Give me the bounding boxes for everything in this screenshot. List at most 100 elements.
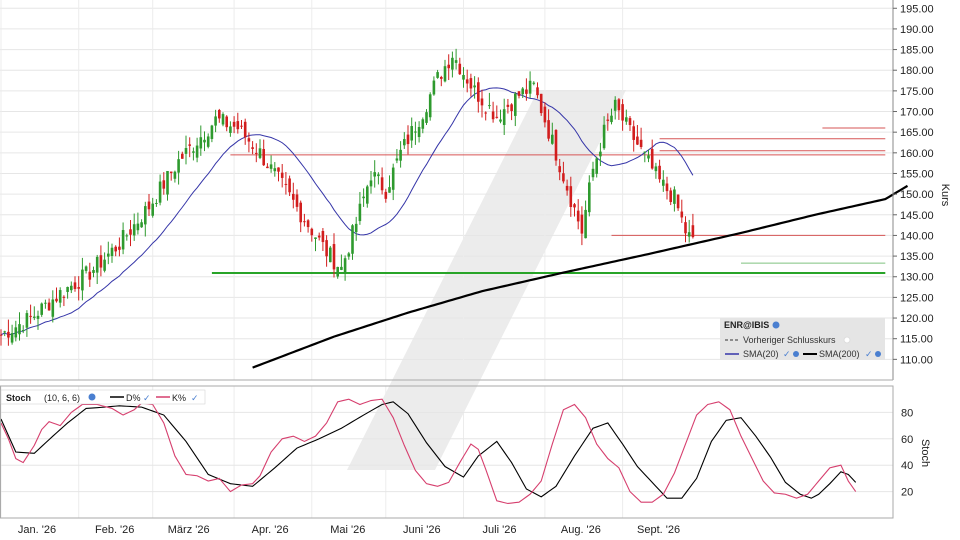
candle-down: [181, 153, 184, 159]
price-tick-label: 165.00: [900, 127, 934, 139]
candle-up: [584, 209, 587, 239]
candle-down: [225, 116, 228, 128]
candle-down: [628, 118, 632, 126]
date-tick-label: Jan. '26: [18, 524, 56, 536]
price-tick-label: 115.00: [900, 334, 933, 346]
candle-down: [0, 334, 3, 336]
candle-down: [232, 121, 236, 127]
candle-down: [617, 99, 621, 111]
candle-up: [343, 258, 347, 274]
candle-up: [14, 327, 18, 338]
date-tick-label: Apr. '26: [252, 524, 289, 536]
candle-up: [403, 139, 406, 146]
candle-down: [303, 221, 306, 223]
candle-down: [554, 130, 558, 161]
date-tick-label: März '26: [168, 524, 210, 536]
moving-averages: [0, 87, 909, 369]
candle-up: [33, 316, 36, 318]
candle-down: [129, 229, 132, 235]
candle-up: [81, 269, 84, 291]
candle-up: [25, 313, 29, 328]
candle-up: [428, 94, 432, 118]
date-axis-ticks: Jan. '26 Feb. '26 März '26 Apr. '26 Mai '26 J…: [18, 524, 680, 536]
legend-sma200: SMA(200): [819, 349, 860, 359]
candle-down: [299, 202, 302, 223]
candle-down: [580, 214, 584, 234]
candle-up: [369, 180, 373, 187]
settings-icon[interactable]: [875, 351, 881, 357]
candle-up: [340, 266, 343, 270]
candle-down: [469, 78, 473, 89]
candle-up: [358, 203, 362, 222]
price-axis-label: Kurs: [939, 184, 951, 207]
candle-up: [410, 126, 413, 141]
candle-down: [632, 126, 635, 140]
candle-down: [658, 165, 661, 180]
candle-down: [406, 134, 410, 145]
candle-up: [377, 174, 380, 177]
candle-down: [680, 211, 684, 218]
candle-up: [654, 166, 658, 172]
candle-down: [440, 76, 443, 79]
candle-down: [88, 271, 92, 280]
watermark-logo: [347, 90, 626, 470]
candle-up: [66, 286, 69, 292]
candle-down: [491, 111, 495, 120]
candle-down: [669, 190, 672, 203]
candle-down: [510, 104, 513, 112]
candle-up: [155, 202, 158, 204]
candle-up: [443, 66, 447, 82]
candle-up: [351, 225, 354, 254]
candle-up: [166, 170, 169, 195]
candle-down: [536, 87, 539, 96]
candle-down: [99, 255, 103, 268]
candle-down: [295, 194, 299, 207]
candle-up: [314, 237, 317, 239]
check-icon[interactable]: ✓: [143, 393, 151, 403]
candle-up: [391, 167, 395, 190]
price-tick-label: 155.00: [900, 168, 934, 180]
candle-down: [484, 112, 487, 114]
candle-down: [292, 193, 295, 200]
settings-icon[interactable]: [793, 351, 799, 357]
candle-up: [136, 223, 140, 231]
candle-up: [336, 266, 339, 277]
price-tick-label: 190.00: [900, 24, 934, 36]
candle-up: [425, 112, 428, 123]
legend-toggle-icon[interactable]: [843, 336, 851, 344]
price-tick-label: 170.00: [900, 107, 934, 119]
check-icon[interactable]: ✓: [865, 349, 873, 359]
candle-up: [388, 187, 391, 193]
candle-up: [610, 115, 613, 123]
candle-up: [21, 330, 25, 332]
candle-down: [284, 183, 288, 185]
candle-up: [144, 206, 147, 225]
candle-up: [51, 299, 55, 317]
info-icon[interactable]: [772, 321, 780, 329]
candle-up: [95, 256, 99, 273]
candle-up: [184, 148, 188, 154]
candle-up: [329, 247, 332, 263]
candle-up: [414, 131, 417, 133]
candle-up: [3, 331, 6, 333]
candle-up: [647, 155, 650, 159]
date-tick-label: Sept. '26: [637, 524, 680, 536]
legend: ENR@IBIS Vorheriger Schlusskurs SMA(20) …: [720, 318, 885, 360]
candle-down: [236, 121, 240, 130]
check-icon[interactable]: ✓: [783, 349, 791, 359]
candle-up: [229, 126, 232, 133]
candle-down: [114, 246, 117, 252]
candle-down: [495, 116, 499, 118]
price-tick-label: 175.00: [900, 86, 934, 98]
check-icon[interactable]: ✓: [191, 393, 199, 403]
candle-down: [277, 167, 280, 172]
candle-up: [221, 114, 225, 125]
date-tick-label: Juni '26: [403, 524, 441, 536]
sma200-line: [252, 184, 909, 369]
price-tick-label: 185.00: [900, 45, 934, 57]
candle-down: [569, 186, 573, 208]
info-icon[interactable]: [88, 393, 96, 401]
candle-down: [29, 315, 32, 317]
candle-up: [107, 253, 110, 257]
